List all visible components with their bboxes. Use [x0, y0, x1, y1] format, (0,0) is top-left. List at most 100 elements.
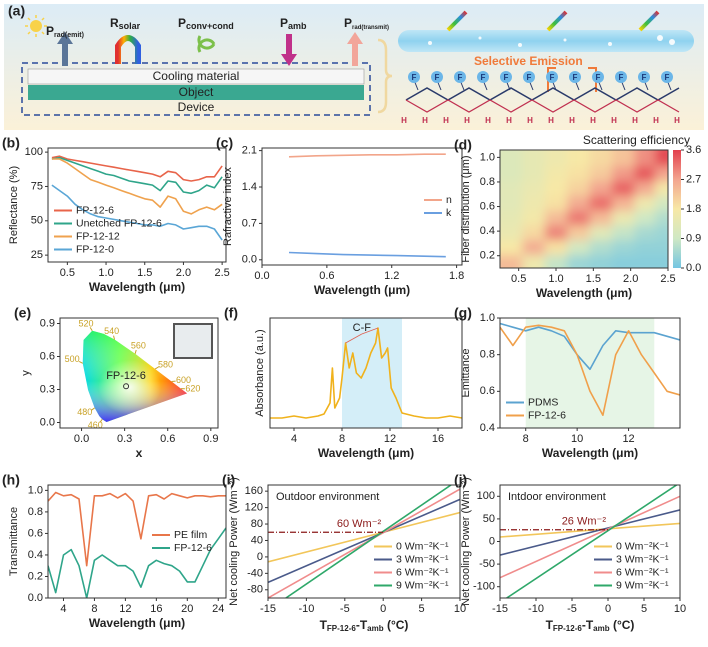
plot-frame: [267, 484, 461, 599]
wavelength-label: 540: [104, 326, 119, 336]
heatmap-cell: [634, 165, 656, 182]
data-line: [48, 527, 226, 598]
chart-panel: 0.5 1.0 1.5 2.0 2.5 25 50 75 100 Wavelength (μm) R…: [2, 135, 230, 294]
y-axis-label: Net cooling Power (Wm⁻²): [228, 477, 240, 606]
y-tick-label: -100: [473, 581, 495, 593]
x-axis-label-part: -T: [582, 618, 594, 632]
atom-label: F: [596, 73, 601, 82]
atom-f: [408, 71, 420, 83]
atom-label: F: [412, 73, 417, 82]
panel-label: (g): [454, 305, 472, 321]
note: Outdoor environment: [276, 491, 379, 503]
heatmap-cell: [567, 224, 591, 241]
atom-label: H: [401, 116, 407, 125]
plot-frame: [269, 317, 463, 429]
atom-label: F: [458, 73, 463, 82]
colorbar-tick-label: 3.6: [686, 144, 701, 156]
heatmap-cell: [589, 150, 613, 167]
legend-label: 3 Wm⁻²K⁻¹: [616, 553, 669, 565]
atom-label: F: [504, 73, 509, 82]
heatmap-cell: [522, 210, 546, 226]
sample-point: [123, 383, 130, 390]
x-tick-label: 10: [674, 603, 686, 615]
data-line: [284, 485, 453, 598]
plot-frame: [59, 317, 219, 429]
heatmap-cell: [634, 254, 656, 268]
plot-area: [51, 155, 223, 241]
x-tick-label: 10: [454, 603, 466, 615]
x-axis-label-part: (°C): [610, 618, 635, 632]
legend-label: 0 Wm⁻²K⁻¹: [396, 540, 449, 552]
y-tick-label: 0.6: [28, 527, 43, 539]
heatmap-cell: [567, 195, 591, 211]
heatmap-cell: [654, 195, 668, 211]
x-tick-label: 5: [641, 603, 647, 615]
layer-label: Cooling material: [153, 69, 240, 83]
flux-symbol: R: [110, 16, 119, 30]
brace: [377, 38, 393, 114]
heatmap-cell: [522, 165, 546, 182]
x-axis-label-part: FP-12-6: [553, 624, 582, 633]
x-tick-label: -10: [528, 603, 544, 615]
chart-panel: 0.0 0.6 1.2 1.8 0.0 0.7 1.4 2.1 Wavelength (μm) R…: [216, 135, 464, 297]
y-tick-label: 0.6: [480, 200, 495, 212]
flux-symbol: P: [344, 16, 352, 30]
atom-label: H: [674, 116, 680, 125]
flux-label: Pamb: [280, 16, 307, 31]
panel-label: (b): [2, 135, 20, 151]
atom-label: H: [464, 116, 470, 125]
heatmap-cell: [612, 239, 635, 255]
atom-label: H: [590, 116, 596, 125]
x-tick-label: 0.9: [203, 433, 218, 445]
atom-label: H: [506, 116, 512, 125]
shaded-band: [342, 318, 402, 428]
heatmap-cell: [544, 180, 568, 196]
x-axis-label: Wavelength (μm): [89, 280, 185, 294]
x-axis-label-part: T: [546, 618, 554, 632]
y-axis-label: Absorbance (a.u.): [254, 329, 266, 416]
heatmap-cell: [500, 224, 523, 241]
shaded-band: [525, 318, 655, 428]
panel-a: (a) Cooling material Object Device Prad(…: [4, 3, 704, 130]
heatmap: [500, 150, 668, 268]
y-tick-label: 1.0: [480, 151, 495, 163]
y-tick-label: 2.1: [242, 145, 257, 157]
x-axis-label-part: FP-12-6: [327, 624, 356, 633]
heatmap-cell: [522, 195, 546, 211]
atom-f: [615, 71, 627, 83]
x-tick-label: 20: [181, 603, 193, 615]
reference-label: 60 Wm⁻²: [337, 518, 382, 530]
heatmap-cell: [544, 150, 568, 167]
atom-f: [592, 71, 604, 83]
x-tick-label: 2.0: [176, 267, 191, 279]
atom-f: [661, 71, 673, 83]
layer-label: Object: [179, 85, 214, 99]
x-axis-label-part: amb: [367, 624, 384, 633]
plot-area: [500, 318, 680, 428]
plot-frame: [47, 147, 227, 263]
flux-label: Rsolar: [110, 16, 141, 31]
y-tick-label: 75: [31, 180, 43, 192]
heatmap-cell: [544, 224, 568, 241]
atom-label: H: [527, 116, 533, 125]
heatmap-cell: [612, 165, 635, 182]
x-axis-label: Wavelength (μm): [89, 616, 185, 630]
colorbar-title: Scattering efficiency: [583, 133, 690, 147]
chart-panel: 60 Wm⁻² Outdoor environment -15 -10 -5 0 5 10 -8…: [222, 472, 466, 633]
legend-label: 6 Wm⁻²K⁻¹: [616, 566, 669, 578]
heatmap-cell: [612, 254, 635, 268]
heatmap-cell: [654, 165, 668, 182]
y-axis-label: Emittance: [460, 349, 472, 398]
heatmap-cell: [500, 210, 523, 226]
heatmap-cell: [544, 195, 568, 211]
legend-label: n: [446, 194, 452, 206]
heatmap-cell: [544, 254, 568, 268]
atom-f: [638, 71, 650, 83]
note: Intdoor environment: [508, 491, 606, 503]
y-tick-label: -80: [247, 584, 263, 596]
atom-label: H: [485, 116, 491, 125]
emission-marks: [547, 67, 597, 92]
colorbar-tick-label: 0.0: [686, 262, 701, 274]
